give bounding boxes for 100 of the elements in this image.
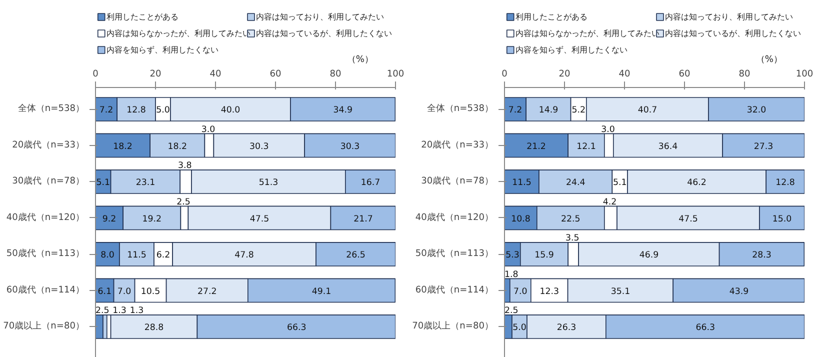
y-tick-label: 全体（n=538） <box>18 103 85 114</box>
data-label: 21.2 <box>526 142 546 152</box>
y-tick-label: 20歳代（n=33） <box>421 139 494 150</box>
data-label: 30.3 <box>340 142 360 152</box>
data-label: 7.2 <box>508 106 522 116</box>
y-tick-label: 20歳代（n=33） <box>12 139 85 150</box>
y-tick-label: 30歳代（n=78） <box>12 176 85 187</box>
x-tick-label: 20 <box>150 70 162 80</box>
x-tick-label: 40 <box>618 70 630 80</box>
data-label: 1.8 <box>504 270 518 280</box>
data-label: 43.9 <box>729 286 749 297</box>
legend-label: 内容は知っており、利用してみたい <box>256 12 384 22</box>
data-label: 36.4 <box>658 142 678 152</box>
data-label: 26.5 <box>346 250 366 261</box>
data-label: 10.5 <box>140 286 160 297</box>
data-label: 24.4 <box>566 178 586 188</box>
data-label: 11.5 <box>127 250 146 261</box>
y-tick-label: 70歳以上（n=80） <box>412 320 494 332</box>
data-label: 28.8 <box>144 323 164 334</box>
x-tick-label: 60 <box>678 70 690 80</box>
y-tick-label: 全体（n=538） <box>426 103 494 114</box>
data-label: 47.5 <box>250 214 270 224</box>
x-tick-label: 80 <box>738 70 750 80</box>
x-tick-label: 100 <box>796 70 814 80</box>
data-label: 40.0 <box>220 106 240 116</box>
data-label: 3.0 <box>201 124 216 135</box>
x-tick-label: 40 <box>210 70 222 80</box>
data-label: 47.8 <box>234 250 254 261</box>
data-label: 30.3 <box>250 142 269 152</box>
y-tick-label: 50歳代（n=113） <box>6 248 84 260</box>
legend-label: 利用したことがある <box>106 12 178 22</box>
data-label: 15.9 <box>534 250 554 261</box>
data-label: 4.2 <box>602 197 617 208</box>
data-label: 10.8 <box>511 214 530 224</box>
data-label: 46.2 <box>687 178 706 188</box>
x-tick-label: 60 <box>270 70 282 80</box>
data-label: 28.3 <box>752 250 772 261</box>
data-label: 5.1 <box>612 178 627 188</box>
x-tick-label: 0 <box>92 70 99 80</box>
data-label: 7.0 <box>514 286 528 297</box>
y-tick-label: 70歳以上（n=80） <box>3 320 85 332</box>
data-label: 5.0 <box>512 323 526 334</box>
x-tick-label: 100 <box>386 70 404 80</box>
data-label: 2.5 <box>176 197 190 208</box>
data-label: 7.0 <box>117 286 132 297</box>
data-label: 5.3 <box>506 250 520 261</box>
legend-label: 内容は知っているが、利用したくない <box>665 29 802 38</box>
x-tick-label: 20 <box>558 70 570 80</box>
data-label: 46.9 <box>639 250 659 261</box>
text: （%） <box>346 54 374 65</box>
data-label: 5.1 <box>96 178 110 188</box>
legend-label: 内容は知っており、利用してみたい <box>665 12 794 22</box>
data-label: 8.0 <box>100 250 114 261</box>
data-label: 18.2 <box>113 142 132 152</box>
data-label: 2.5 <box>96 306 110 316</box>
data-label: 51.3 <box>258 178 278 188</box>
data-label: 66.3 <box>696 323 715 334</box>
data-label: 7.2 <box>99 106 114 116</box>
data-label: 12.1 <box>576 142 596 152</box>
legend-label: 内容を知らず、利用したくない <box>516 46 628 54</box>
data-label: 27.2 <box>197 286 217 297</box>
y-tick-label: 60歳代（n=114） <box>6 284 84 296</box>
data-label: 35.1 <box>610 286 630 297</box>
data-label: 27.3 <box>754 142 774 152</box>
data-label: 3.5 <box>566 234 580 244</box>
data-label: 47.5 <box>678 214 698 224</box>
data-label: 49.1 <box>312 286 332 297</box>
data-label: 16.7 <box>360 178 380 188</box>
data-label: 6.2 <box>156 250 170 261</box>
data-label: 21.7 <box>354 214 373 224</box>
y-tick-label: 50歳代（n=113） <box>415 248 494 260</box>
legend-label: 内容を知らず、利用したくない <box>106 46 218 54</box>
data-label: 22.5 <box>561 214 580 224</box>
data-label: 34.9 <box>333 106 352 116</box>
text: （%） <box>756 54 783 65</box>
data-label: 3.8 <box>178 161 192 172</box>
data-label: 18.2 <box>168 142 188 152</box>
data-label: 14.9 <box>538 106 558 116</box>
data-label: 32.0 <box>746 106 766 116</box>
x-tick-label: 80 <box>330 70 342 80</box>
data-label: 12.3 <box>540 286 559 297</box>
data-label: 23.1 <box>136 178 156 188</box>
data-label: 12.8 <box>126 106 146 116</box>
y-tick-label: 60歳代（n=114） <box>415 284 494 296</box>
legend-label: 利用したことがある <box>516 12 588 22</box>
data-label: 6.1 <box>98 286 112 297</box>
x-tick-label: 0 <box>502 70 508 80</box>
data-label: 9.2 <box>102 214 116 224</box>
legend-label: 内容は知っているが、利用したくない <box>256 29 392 38</box>
y-tick-label: 40歳代（n=120） <box>6 212 84 223</box>
data-label: 66.3 <box>287 323 306 334</box>
data-label: 11.5 <box>512 178 532 188</box>
data-label: 3.0 <box>601 124 615 135</box>
data-label: 26.3 <box>556 323 576 334</box>
data-label: 19.2 <box>142 214 162 224</box>
data-label: 40.7 <box>638 106 658 116</box>
data-label: 1.3 <box>112 306 126 316</box>
y-tick-label: 40歳代（n=120） <box>415 212 494 223</box>
data-label: 15.0 <box>772 214 792 224</box>
data-label: 5.0 <box>156 106 170 116</box>
